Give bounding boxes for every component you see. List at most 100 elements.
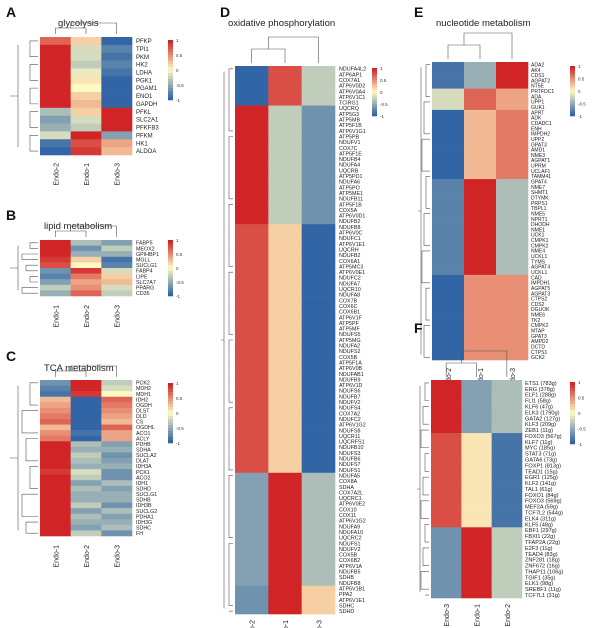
heatmap-cell xyxy=(268,433,302,440)
legend-swatch xyxy=(168,293,173,297)
heatmap-cell xyxy=(268,546,302,553)
heatmap-cell xyxy=(235,241,269,248)
heatmap-cell xyxy=(431,539,462,546)
row-label: LDHA xyxy=(136,71,152,77)
heatmap-cell xyxy=(101,52,133,61)
panel-title: oxidative phosphorylation xyxy=(228,18,335,29)
heatmap-cell xyxy=(235,105,269,112)
heatmap-cell xyxy=(431,480,462,487)
heatmap-cell xyxy=(268,382,302,389)
legend-swatch xyxy=(168,392,173,396)
heatmap-cell xyxy=(268,608,302,615)
heatmap-cell xyxy=(268,337,302,344)
heatmap-cell xyxy=(40,458,71,464)
row-label: SDHD xyxy=(136,486,151,492)
heatmap-cell xyxy=(432,179,465,185)
heatmap-cell xyxy=(432,306,465,313)
heatmap-cell xyxy=(432,200,465,206)
legend-tick-label: 0.5 xyxy=(578,396,585,401)
heatmap-cell xyxy=(101,380,133,386)
heatmap-cell xyxy=(268,444,302,451)
panel-letter: B xyxy=(6,207,16,223)
column-label: Endo-3 xyxy=(510,368,517,391)
heatmap-cell xyxy=(464,157,497,164)
legend-swatch xyxy=(168,290,173,294)
heatmap-cell xyxy=(461,486,492,493)
heatmap-cell xyxy=(496,290,529,297)
heatmap-cell xyxy=(432,274,465,281)
heatmap-cell xyxy=(464,258,497,265)
row-label: SDHC xyxy=(339,603,354,609)
row-label: ATP5F1B xyxy=(339,123,362,129)
row-label: ATP6V1F xyxy=(339,315,363,321)
dendrogram xyxy=(10,22,117,152)
panel-letter: F xyxy=(414,320,423,336)
heatmap-cell xyxy=(70,441,102,448)
heatmap-cell xyxy=(40,147,71,156)
row-label: AGPAT2 xyxy=(531,78,550,84)
heatmap-cell xyxy=(301,111,336,118)
heatmap-cell xyxy=(301,229,336,236)
heatmap-cell xyxy=(235,348,269,355)
heatmap-cell xyxy=(491,433,523,440)
dendrogram-branch xyxy=(21,493,38,517)
heatmap-cell xyxy=(432,120,465,127)
legend-swatch xyxy=(168,58,173,62)
heatmap-cell xyxy=(464,242,497,249)
heatmap-cell xyxy=(70,240,102,246)
panel-title: nucleotide metabolism xyxy=(436,18,531,29)
heatmap-cell xyxy=(70,424,102,431)
heatmap-cell xyxy=(235,421,269,428)
heatmap-cell xyxy=(496,141,529,148)
heatmap-cell xyxy=(235,201,269,208)
legend-swatch xyxy=(168,245,173,249)
heatmap-cell xyxy=(70,92,102,101)
heatmap-cell xyxy=(496,354,529,361)
heatmap-cell xyxy=(301,574,336,581)
legend-swatch xyxy=(168,279,173,283)
heatmap-cell xyxy=(496,296,529,302)
heatmap-cell xyxy=(70,268,102,274)
legend-swatch xyxy=(570,406,575,411)
heatmap-cell xyxy=(70,279,102,286)
column-label: Endo-3 xyxy=(115,163,122,186)
heatmap-cell xyxy=(101,123,133,132)
dendrogram-branch xyxy=(10,245,19,291)
heatmap-cell xyxy=(301,484,336,491)
heatmap-cell xyxy=(70,107,102,116)
heatmap-cell xyxy=(235,517,269,524)
heatmap-cell xyxy=(235,359,269,366)
heatmap-cell xyxy=(496,232,529,238)
row-label: ETS1 (783g) xyxy=(525,381,557,387)
heatmap-cell xyxy=(461,574,492,581)
row-label: KLF6 (47g) xyxy=(525,404,553,410)
heatmap-cell xyxy=(301,190,336,197)
legend-swatch xyxy=(168,428,173,432)
heatmap-cell xyxy=(235,139,269,146)
row-label: UCKL1 xyxy=(531,254,547,260)
heatmap-cell xyxy=(461,385,492,393)
row-label: EBF1 (297g) xyxy=(525,528,557,534)
heatmap-cell xyxy=(40,99,71,109)
row-label: NDUFAB1 xyxy=(339,372,364,378)
heatmap-cell xyxy=(432,328,465,334)
row-label: ATP6V0B xyxy=(339,366,363,372)
heatmap-cell xyxy=(301,145,336,152)
row-label: ATP6V1C1 xyxy=(339,95,365,101)
heatmap-cell xyxy=(268,128,302,135)
heatmap-cell xyxy=(235,399,269,406)
row-label: MGLL xyxy=(136,257,151,263)
legend-swatch xyxy=(168,383,173,387)
legend-tick-label: -0.5 xyxy=(176,426,184,431)
legend-swatch xyxy=(168,67,173,71)
heatmap-cell xyxy=(101,99,133,109)
legend-swatch xyxy=(168,434,173,438)
row-label: UCLAF1 xyxy=(531,169,551,175)
heatmap-cell xyxy=(301,269,336,276)
heatmap-cell xyxy=(268,478,302,485)
heatmap-cell xyxy=(464,163,497,169)
heatmap-cell xyxy=(268,534,302,541)
dendrogram-branch xyxy=(228,475,233,539)
heatmap-cell xyxy=(268,438,302,445)
heatmap-cell xyxy=(301,128,336,135)
